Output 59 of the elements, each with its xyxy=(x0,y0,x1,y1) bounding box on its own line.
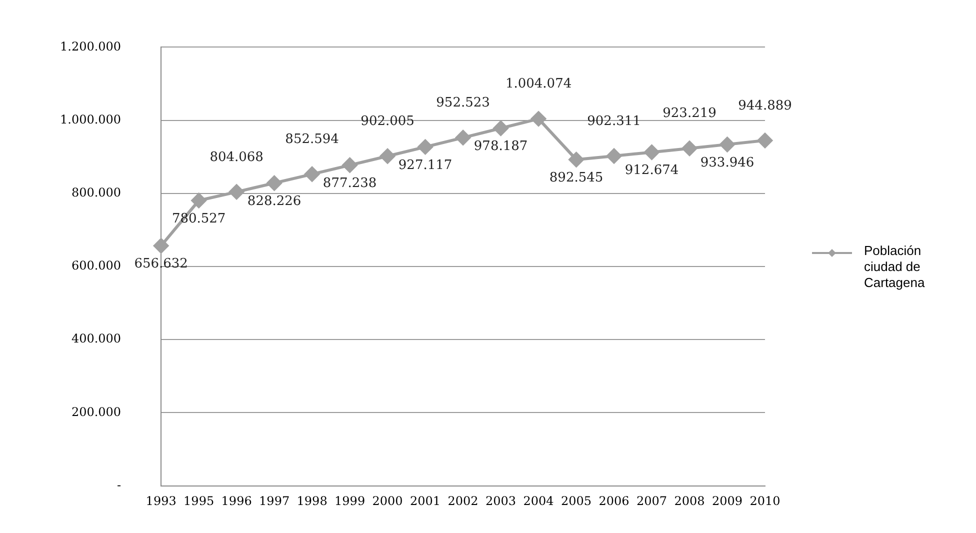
point xyxy=(154,238,169,254)
y-tick-label: 200.000 xyxy=(71,404,122,419)
point xyxy=(456,130,471,146)
x-tick-label: 2009 xyxy=(712,494,743,508)
legend-label: Población ciudad de Cartagena xyxy=(864,242,926,290)
point xyxy=(720,136,735,152)
point xyxy=(758,132,772,148)
x-tick-label: 2010 xyxy=(750,494,780,508)
point xyxy=(606,148,622,164)
data-label: 1.004.074 xyxy=(505,76,572,92)
x-tick-label: 2006 xyxy=(598,494,630,508)
data-label: 952.523 xyxy=(436,96,490,111)
point xyxy=(531,111,546,126)
point xyxy=(493,120,508,136)
data-label: 656.632 xyxy=(134,256,188,272)
x-tick-label: 2002 xyxy=(448,494,478,508)
x-tick-label: 2000 xyxy=(372,494,403,508)
data-label: 912.674 xyxy=(624,163,679,178)
data-label: 877.238 xyxy=(322,176,377,192)
x-tick-label: 1998 xyxy=(296,494,328,508)
y-tick-label: 400.000 xyxy=(71,332,122,346)
data-label: 852.594 xyxy=(285,132,339,148)
x-tick-label: 2004 xyxy=(523,494,554,508)
x-tick-label: 1993 xyxy=(146,494,176,508)
point xyxy=(304,166,320,182)
data-label: 927.117 xyxy=(398,158,452,173)
x-tick-label: 1997 xyxy=(259,494,290,508)
data-label: 902.311 xyxy=(587,114,641,129)
x-tick-label: 1995 xyxy=(184,494,214,508)
data-label: 978.187 xyxy=(474,139,528,154)
y-tick-label: 800.000 xyxy=(71,186,122,200)
x-tick-label: 1996 xyxy=(221,494,252,508)
x-tick-label: 2008 xyxy=(674,494,705,508)
point xyxy=(380,148,396,164)
data-label: 780.527 xyxy=(172,211,226,226)
y-tick-label: - xyxy=(117,478,122,492)
point xyxy=(644,144,660,160)
data-label: 933.946 xyxy=(700,155,754,170)
data-label: 923.219 xyxy=(662,106,716,122)
x-tick-label: 2007 xyxy=(636,494,668,508)
data-label: 944.889 xyxy=(738,98,792,114)
x-tick-label: 2001 xyxy=(410,494,441,508)
point xyxy=(682,140,698,156)
data-label: 804.068 xyxy=(210,150,264,165)
x-tick-label: 1999 xyxy=(334,494,366,508)
point xyxy=(266,176,282,191)
x-tick-label: 2003 xyxy=(486,494,516,508)
data-label: 828.226 xyxy=(247,194,302,209)
point xyxy=(229,184,244,200)
data-label: 902.005 xyxy=(360,114,414,129)
y-tick-label: 1.000.000 xyxy=(60,112,122,126)
point xyxy=(191,193,206,208)
y-tick-label: 600.000 xyxy=(71,258,122,273)
point xyxy=(568,152,584,168)
y-tick-label: 1.200.000 xyxy=(60,39,122,54)
data-label: 892.545 xyxy=(549,170,604,186)
x-tick-label: 2005 xyxy=(561,494,592,508)
point xyxy=(418,139,433,154)
point xyxy=(342,158,358,173)
